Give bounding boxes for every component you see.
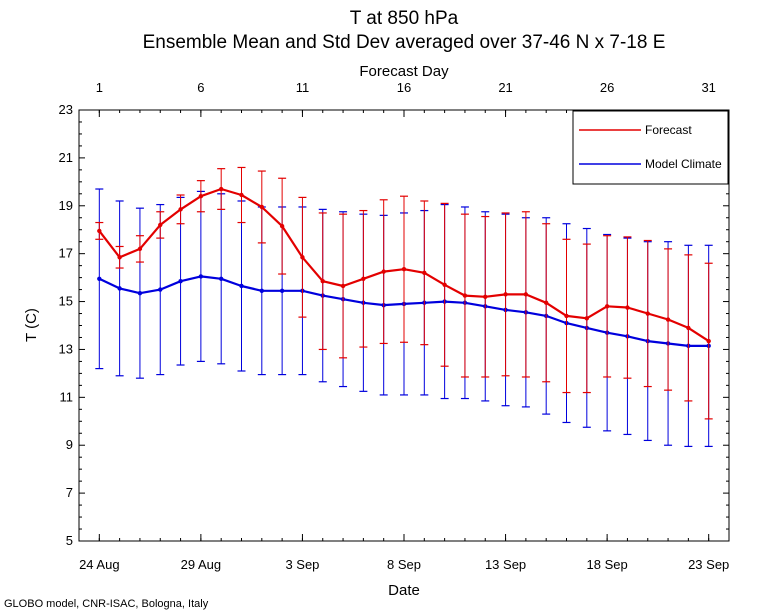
- forecast-point: [218, 186, 224, 192]
- forecast-point: [97, 228, 102, 234]
- forecast-point: [523, 292, 529, 297]
- y-tick-label: 7: [66, 485, 73, 500]
- top-tick-label: 26: [600, 80, 614, 95]
- y-tick-label: 11: [60, 389, 74, 404]
- x-tick-label: 8 Sep: [387, 557, 421, 572]
- forecast-point: [543, 300, 549, 305]
- x-tick-label: 29 Aug: [181, 557, 222, 572]
- forecast-point: [483, 294, 488, 299]
- model-climate-point: [137, 290, 143, 296]
- model-climate-point: [117, 286, 122, 291]
- x-tick-label: 13 Sep: [485, 557, 526, 572]
- legend-box: [572, 110, 729, 185]
- model-climate-point: [239, 283, 244, 289]
- top-tick-label: 1: [96, 80, 103, 95]
- forecast-point: [564, 313, 569, 319]
- x-tick-label: 23 Sep: [688, 557, 729, 572]
- model-credit: GLOBO model, CNR-ISAC, Bologna, Italy: [4, 598, 209, 610]
- y-axis-title: T (C): [23, 308, 40, 342]
- legend-label-forecast: Forecast: [645, 123, 692, 137]
- top-tick-label: 11: [296, 80, 310, 95]
- model-climate-point: [158, 287, 163, 292]
- forecast-point: [401, 267, 407, 272]
- y-tick-label: 13: [59, 341, 73, 356]
- forecast-point: [259, 204, 265, 210]
- y-tick-label: 23: [59, 102, 73, 117]
- model-climate-point: [178, 279, 183, 284]
- forecast-point: [158, 222, 163, 228]
- top-axis-title: Forecast Day: [359, 63, 449, 80]
- x-tick-label: 24 Aug: [79, 557, 120, 572]
- y-tick-label: 21: [59, 150, 73, 165]
- chart-subtitle: Ensemble Mean and Std Dev averaged over …: [143, 32, 666, 53]
- model-climate-point: [259, 288, 265, 293]
- forecast-point: [604, 304, 610, 309]
- forecast-point: [239, 192, 244, 198]
- model-climate-point: [279, 288, 285, 293]
- legend-label-model-climate: Model Climate: [645, 157, 722, 171]
- forecast-point: [503, 292, 508, 297]
- forecast-point: [361, 276, 366, 282]
- forecast-point: [381, 269, 386, 274]
- forecast-point: [279, 223, 285, 229]
- forecast-point: [340, 283, 346, 289]
- forecast-point: [117, 255, 122, 260]
- top-tick-label: 21: [498, 80, 512, 95]
- forecast-point: [462, 293, 468, 298]
- plot-area: 5 7 9 11 13 15 17 19 21 23 24 Aug 29 Aug 3 Sep 8 Sep 1…: [59, 80, 730, 572]
- forecast-point: [178, 207, 183, 212]
- chart-title: T at 850 hPa: [350, 8, 459, 29]
- forecast-point: [442, 282, 447, 287]
- forecast-point: [706, 338, 711, 344]
- forecast-point: [625, 305, 630, 310]
- y-tick-label: 15: [59, 294, 73, 309]
- forecast-point: [422, 270, 427, 276]
- forecast-point: [686, 325, 691, 331]
- x-tick-label: 18 Sep: [587, 557, 628, 572]
- top-tick-label: 31: [701, 80, 715, 95]
- x-tick-label: 3 Sep: [285, 557, 319, 572]
- x-axis-title: Date: [388, 582, 420, 599]
- forecast-point: [198, 194, 204, 199]
- forecast-point: [137, 246, 143, 252]
- y-tick-label: 9: [66, 437, 73, 452]
- model-climate-point: [218, 276, 224, 282]
- top-tick-label: 6: [197, 80, 204, 95]
- model-climate-point: [97, 276, 102, 282]
- forecast-point: [665, 317, 671, 322]
- forecast-point: [645, 311, 650, 316]
- forecast-point: [300, 255, 305, 260]
- forecast-point: [584, 316, 590, 321]
- forecast-series: [95, 166, 713, 420]
- y-tick-label: 17: [59, 246, 73, 261]
- model-climate-point: [198, 274, 204, 279]
- y-tick-label: 5: [66, 533, 73, 548]
- y-tick-label: 19: [59, 198, 73, 213]
- forecast-point: [320, 279, 325, 284]
- top-tick-label: 16: [397, 80, 411, 95]
